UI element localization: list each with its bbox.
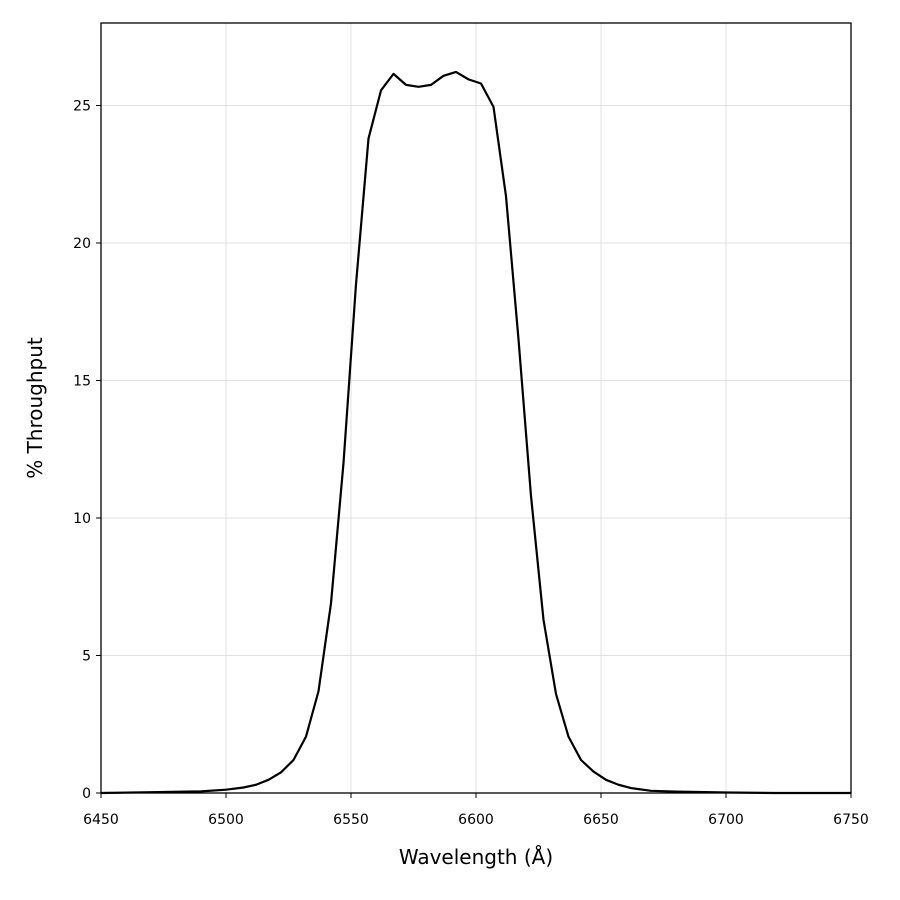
x-axis-label: Wavelength (Å): [399, 845, 553, 869]
x-tick-label: 6500: [208, 812, 244, 828]
x-tick-label: 6450: [83, 812, 119, 828]
y-tick-label: 15: [73, 374, 91, 390]
throughput-curve: [100, 70, 851, 795]
y-tick-label: 0: [82, 786, 91, 802]
y-tick-label: 5: [82, 649, 91, 665]
x-tick-label: 6700: [708, 812, 744, 828]
grid-lines: [100, 23, 852, 794]
y-tick-label: 10: [73, 511, 91, 527]
x-tick-label: 6600: [458, 812, 494, 828]
y-axis-label: % Throughput: [23, 337, 47, 479]
series-layer: [100, 70, 851, 795]
y-tick-label: 25: [73, 99, 91, 115]
x-tick-label: 6650: [583, 812, 619, 828]
y-tick-label: 20: [73, 236, 91, 252]
x-tick-label: 6750: [833, 812, 869, 828]
axis-ticks: 6450 6500 6550 6600 6650 6700 6750 0 5 10 15 20 25: [73, 99, 869, 829]
x-tick-label: 6550: [333, 812, 369, 828]
